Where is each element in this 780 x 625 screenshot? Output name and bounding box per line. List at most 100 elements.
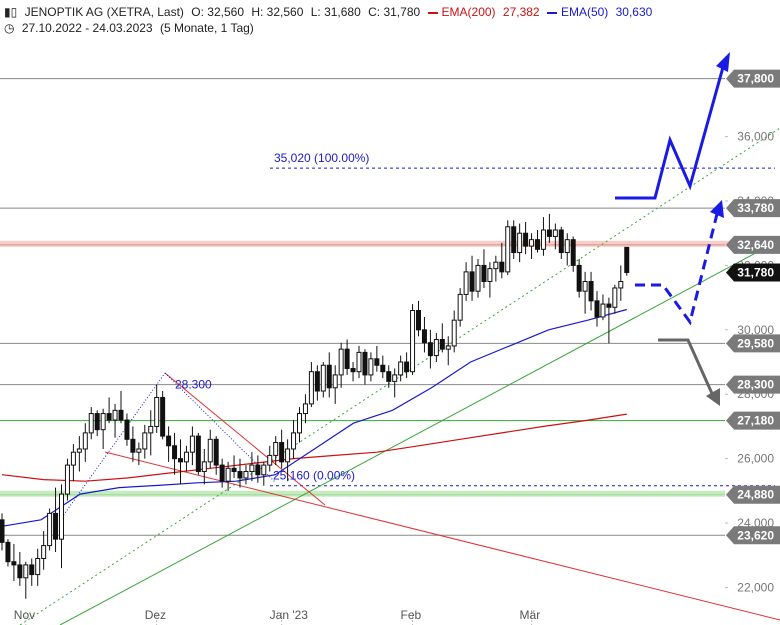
candle-body	[594, 300, 600, 318]
candle-body	[386, 371, 392, 382]
candle-body	[279, 442, 285, 463]
price-tag-label: 24,880	[737, 488, 774, 502]
x-tick-label: Jan '23	[270, 608, 309, 622]
resistance-band	[0, 240, 755, 247]
candle-body	[582, 281, 588, 292]
candle-body	[398, 361, 404, 376]
price-tag	[726, 485, 780, 504]
candle-body	[540, 229, 546, 250]
downtrend-line	[164, 372, 326, 506]
bullish-arrow-head	[716, 52, 730, 72]
chart-header-period: ◷ 27.10.2022 - 24.03.2023 (5 Monate, 1 T…	[4, 21, 258, 35]
candle-body	[523, 232, 529, 247]
candle-body	[475, 264, 481, 292]
candle-body	[166, 435, 172, 447]
candle-body	[552, 229, 558, 237]
price-tag-label: 31,780	[737, 266, 774, 280]
candle-body	[505, 226, 511, 273]
candle-body	[564, 239, 570, 254]
candle-body	[326, 364, 332, 389]
price-tag	[726, 199, 780, 218]
candle-body	[261, 464, 267, 476]
close-value: C: 31,780	[368, 5, 421, 19]
price-tag-label: 23,620	[737, 528, 774, 542]
period-label: (5 Monate, 1 Tag)	[159, 21, 254, 35]
candle-body	[624, 246, 630, 274]
candle-body	[195, 435, 201, 473]
candle-body	[529, 239, 535, 247]
candle-body	[70, 451, 76, 466]
candle-body	[404, 361, 410, 373]
candle-body	[439, 338, 445, 350]
candle-body	[427, 342, 433, 357]
candle-body	[457, 293, 463, 321]
high-value: H: 32,560	[251, 5, 304, 19]
candle-body	[225, 467, 231, 482]
price-tag	[726, 411, 780, 430]
uptrend-line	[59, 239, 780, 625]
candle-body	[219, 464, 225, 482]
candle-body	[183, 451, 189, 463]
price-tag	[726, 69, 780, 88]
dashed-arrow-head	[710, 200, 724, 218]
fib-0-label: 25,160 (0.00%)	[273, 469, 355, 483]
ema50-label: EMA(50)	[560, 5, 609, 19]
candle-body	[332, 374, 338, 389]
candle-body	[433, 338, 439, 357]
candle-body	[273, 442, 279, 456]
x-tick-label: Mär	[520, 608, 541, 622]
candle-body	[23, 564, 29, 579]
price-tag-label: 33,780	[737, 201, 774, 215]
candle-body	[499, 261, 505, 273]
candle-body	[148, 425, 154, 434]
candle-body	[291, 432, 297, 450]
candle-body	[308, 371, 314, 405]
fib-dotted-line	[164, 372, 276, 483]
candle-body	[88, 413, 94, 434]
x-tick-label: Nov	[14, 608, 35, 622]
candle-body	[546, 229, 552, 237]
candle-body	[451, 319, 457, 347]
fib-peak-label: 28.300	[175, 378, 212, 392]
candle-body	[231, 467, 237, 473]
candle-body	[320, 364, 326, 392]
date-range: 27.10.2022 - 24.03.2023	[21, 21, 153, 35]
candle-body	[76, 448, 82, 453]
candle-body	[82, 432, 88, 450]
candle-body	[237, 471, 243, 479]
candle-body	[588, 281, 594, 302]
price-tag-label: 29,580	[737, 336, 774, 350]
price-tag	[726, 526, 780, 545]
candle-body	[142, 432, 148, 450]
x-tick-label: Dez	[145, 608, 166, 622]
candle-body	[344, 348, 350, 369]
price-tag	[726, 263, 780, 282]
price-tag	[726, 235, 780, 254]
ema50-line	[1, 308, 627, 527]
ema50-value: 30,630	[615, 5, 653, 19]
ema200-line	[1, 413, 627, 482]
candle-body	[416, 310, 421, 331]
candle-body	[362, 351, 368, 376]
candle-body	[576, 264, 582, 292]
candle-body	[267, 454, 273, 466]
candle-body	[201, 461, 207, 473]
candle-body	[338, 348, 344, 376]
candle-body	[314, 371, 320, 392]
candle-body	[421, 329, 427, 344]
candle-body	[481, 264, 487, 283]
symbol-name: JENOPTIK AG (XETRA, Last)	[24, 5, 184, 19]
ema200-value: 27,382	[502, 5, 540, 19]
y-tick-label: 26,000	[737, 452, 774, 466]
ema200-legend-line	[427, 11, 438, 14]
x-tick-label: Feb	[401, 608, 422, 622]
candle-body	[380, 364, 386, 373]
candle-body	[600, 303, 606, 318]
candle-body	[487, 268, 493, 283]
candle-body	[41, 545, 47, 559]
open-value: O: 32,560	[191, 5, 244, 19]
bearish-arrow-head	[706, 388, 720, 406]
candle-body	[53, 512, 59, 540]
price-tag-label: 32,640	[737, 238, 774, 252]
